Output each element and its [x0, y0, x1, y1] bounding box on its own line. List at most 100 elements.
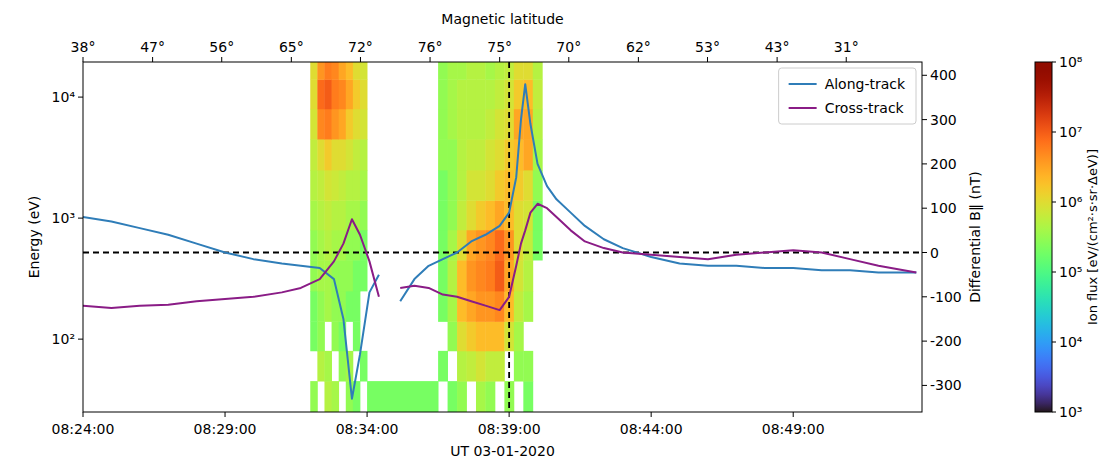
heatmap-cell	[438, 200, 448, 230]
heatmap-cell	[467, 62, 477, 80]
heatmap-cell	[332, 200, 340, 230]
heatmap-cell	[438, 351, 448, 382]
colorbar-tick-label: 10⁸	[1059, 54, 1083, 70]
y2-tick-label: 200	[930, 156, 957, 172]
heatmap-cell	[457, 170, 467, 201]
heatmap-cell	[360, 62, 368, 80]
heatmap-cell	[332, 109, 340, 140]
y2-tick	[922, 119, 927, 120]
heatmap-cell	[310, 381, 318, 412]
plot-frame	[83, 62, 922, 412]
heatmap-cell	[339, 200, 347, 230]
heatmap-cell	[353, 62, 361, 80]
heatmap-cell	[476, 62, 486, 80]
heatmap-cell	[448, 170, 458, 201]
heatmap-cell	[476, 200, 486, 230]
colorbar-tick-label: 10⁶	[1059, 194, 1083, 210]
heatmap-cell	[457, 351, 467, 382]
heatmap-cell	[476, 260, 486, 291]
heatmap-cell	[495, 260, 505, 291]
heatmap-cell	[324, 109, 332, 140]
heatmap-cell	[448, 260, 458, 291]
heatmap-cell	[324, 381, 332, 412]
heatmap-cell	[317, 321, 325, 351]
heatmap-cell	[346, 109, 354, 140]
y2-tick	[922, 296, 927, 297]
top-tick	[360, 57, 361, 62]
heatmap-cell	[353, 260, 361, 291]
top-tick-label: 53°	[695, 39, 720, 55]
heatmap-cell	[495, 351, 505, 382]
heatmap-cell	[523, 291, 533, 322]
heatmap-cell	[332, 170, 340, 201]
heatmap-cell	[514, 351, 524, 382]
heatmap-cell	[448, 109, 458, 140]
x-tick-label: 08:49:00	[762, 421, 825, 437]
heatmap-cell	[360, 109, 368, 140]
colorbar-tick-label: 10³	[1059, 404, 1082, 420]
heatmap-cell	[467, 79, 477, 109]
y2-tick	[922, 252, 927, 253]
heatmap-cell	[353, 109, 361, 140]
plot-area	[83, 62, 922, 412]
heatmap-cell	[457, 321, 467, 351]
heatmap-cell	[310, 62, 318, 80]
heatmap-cell	[438, 139, 448, 170]
heatmap-cell	[360, 139, 368, 170]
legend: Along-trackCross-track	[779, 68, 916, 124]
top-tick	[430, 57, 431, 62]
heatmap-cell	[332, 79, 340, 109]
heatmap-cell	[448, 321, 458, 351]
y2-tick-label: 0	[930, 245, 939, 261]
x-tick	[509, 412, 510, 417]
top-tick	[568, 57, 569, 62]
heatmap-cell	[457, 291, 467, 322]
heatmap-cell	[310, 109, 318, 140]
colorbar-tick	[1052, 132, 1056, 133]
heatmap-cell	[448, 200, 458, 230]
heatmap-cell	[448, 79, 458, 109]
top-tick-label: 43°	[765, 39, 790, 55]
heatmap-cell	[476, 139, 486, 170]
heatmap-cell	[485, 62, 495, 80]
legend-label: Along-track	[825, 76, 906, 92]
y2-tick	[922, 163, 927, 164]
heatmap-cell	[476, 381, 486, 412]
y2-tick	[922, 341, 927, 342]
colorbar-tick-label: 10⁷	[1059, 124, 1082, 140]
heatmap-cell	[485, 351, 495, 382]
heatmap-cell	[324, 62, 332, 80]
heatmap-cell	[533, 230, 543, 261]
heatmap-cell	[346, 79, 354, 109]
heatmap-cell	[448, 381, 458, 412]
y-tick-label: 10⁴	[52, 89, 76, 105]
top-tick-label: 38°	[71, 39, 96, 55]
heatmap-cell	[317, 62, 325, 80]
heatmap-cell	[353, 200, 361, 230]
y2-tick	[922, 75, 927, 76]
heatmap-cell	[346, 260, 354, 291]
heatmap-cell	[317, 109, 325, 140]
heatmap-cell	[514, 200, 524, 230]
x-tick	[83, 412, 84, 417]
top-tick-label: 76°	[418, 39, 443, 55]
heatmap-cell	[485, 381, 495, 412]
heatmap-cell	[467, 170, 477, 201]
heatmap-cell	[339, 139, 347, 170]
top-tick-label: 70°	[556, 39, 581, 55]
heatmap-cell	[317, 200, 325, 230]
heatmap-cell	[448, 62, 458, 80]
heatmap-cell	[467, 139, 477, 170]
y2-tick-label: -200	[930, 333, 962, 349]
legend-swatch	[789, 83, 817, 85]
heatmap-cell	[317, 351, 325, 382]
y-tick-label: 10²	[52, 331, 75, 347]
heatmap-cell	[533, 79, 543, 109]
heatmap-cell	[324, 79, 332, 109]
top-tick	[777, 57, 778, 62]
top-tick-label: 31°	[834, 39, 859, 55]
x-tick	[367, 412, 368, 417]
heatmap-cell	[485, 79, 495, 109]
y2-tick-label: 100	[930, 200, 957, 216]
top-tick-label: 47°	[140, 39, 165, 55]
